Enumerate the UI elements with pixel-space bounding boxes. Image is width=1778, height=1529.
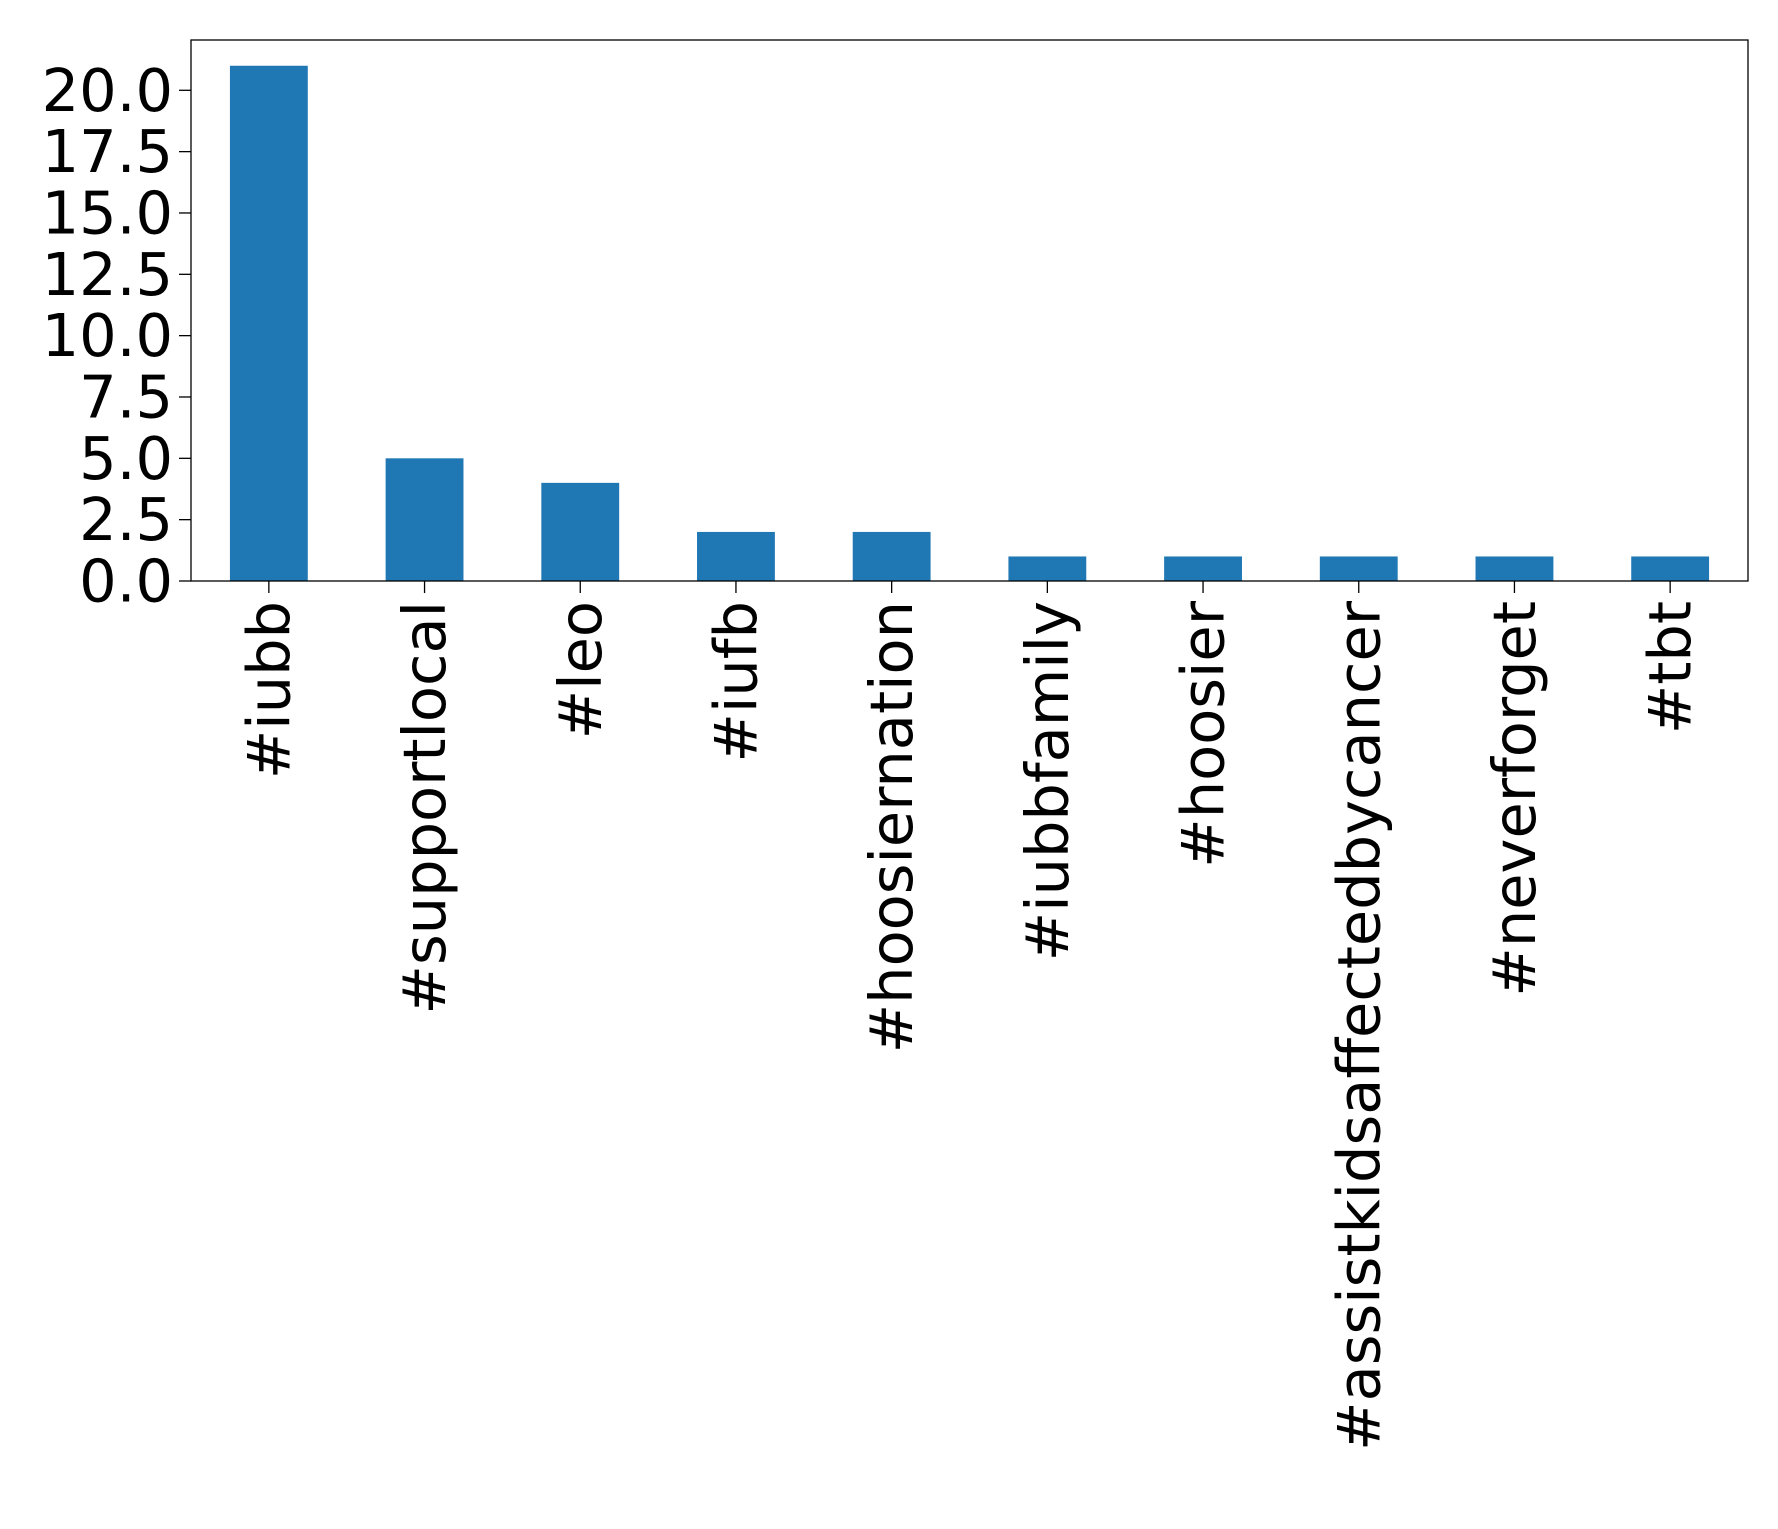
x-tick-label-3: #iufb: [701, 601, 770, 762]
bar-9: [1631, 556, 1710, 581]
x-tick-label-1: #supportlocal: [390, 601, 459, 1014]
y-axis: 0.02.55.07.510.012.515.017.520.0: [42, 56, 191, 616]
y-tick-label-0: 0.0: [79, 547, 173, 616]
y-tick-label-5: 12.5: [42, 240, 173, 309]
bar-0: [229, 65, 308, 581]
y-tick-label-8: 20.0: [42, 56, 173, 125]
bar-3: [697, 531, 775, 581]
x-tick-label-2: #leo: [546, 601, 615, 739]
y-tick-label-3: 7.5: [79, 362, 173, 431]
bars-group: [229, 65, 1710, 581]
y-tick-label-1: 2.5: [79, 485, 173, 554]
bar-1: [385, 458, 464, 581]
x-tick-label-5: #iubbfamily: [1013, 601, 1082, 961]
x-tick-label-6: #hoosier: [1169, 600, 1238, 867]
x-tick-label-9: #tbt: [1636, 601, 1705, 734]
y-tick-label-6: 15.0: [42, 178, 173, 247]
x-tick-label-4: #hoosiernation: [857, 601, 926, 1053]
bar-6: [1164, 556, 1242, 581]
plot-frame: [190, 39, 1749, 582]
x-tick-label-8: #neverforget: [1480, 601, 1549, 997]
bar-8: [1475, 556, 1554, 581]
bar-7: [1319, 556, 1398, 581]
bar-5: [1008, 556, 1087, 581]
y-tick-label-2: 5.0: [79, 424, 173, 493]
y-tick-label-4: 10.0: [42, 301, 173, 370]
bar-2: [541, 482, 620, 581]
x-axis: #iubb #supportlocal #leo #iufb #hoosiernatio…: [234, 581, 1705, 1451]
x-tick-label-7: #assistkidsaffectedbycancer: [1324, 600, 1393, 1451]
bar-4: [852, 531, 931, 581]
x-tick-label-0: #iubb: [234, 601, 303, 779]
y-tick-label-7: 17.5: [42, 117, 173, 186]
